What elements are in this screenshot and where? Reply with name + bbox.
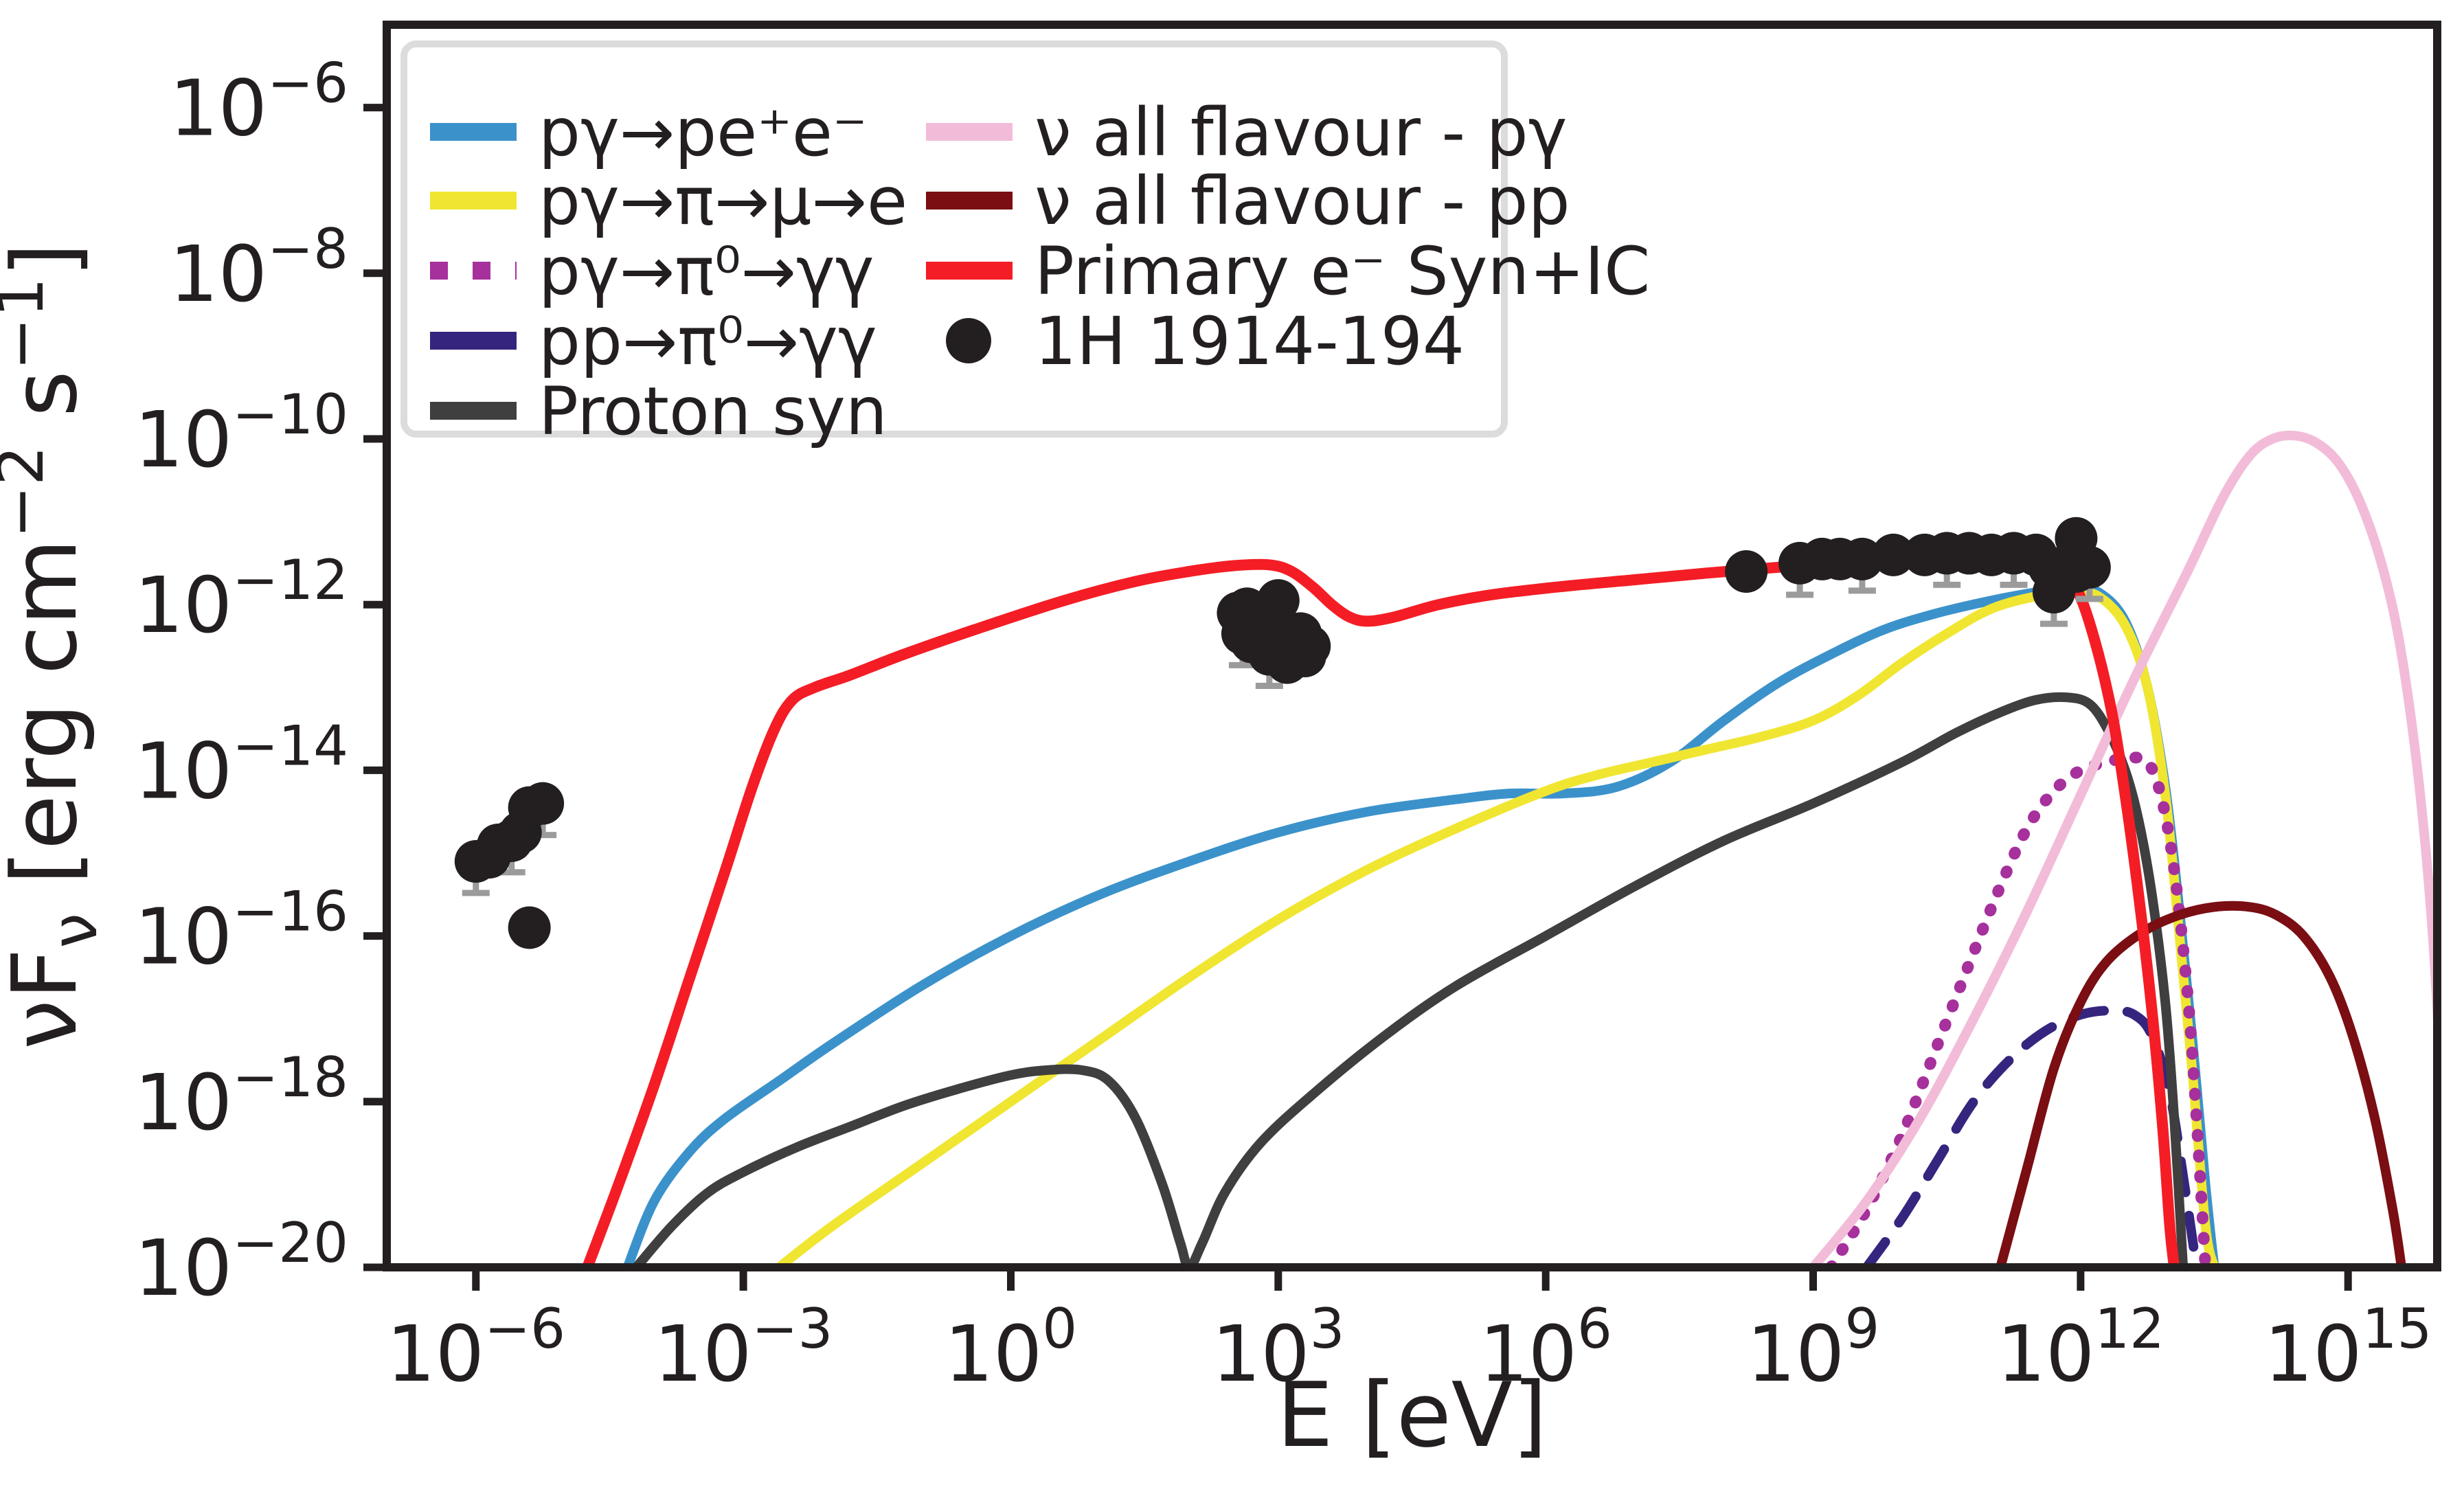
legend-label-4: Proton syn [539,373,888,450]
legend-item-0[interactable]: pγ→pe⁺e⁻ [430,94,868,171]
legend-label-0: pγ→pe⁺e⁻ [539,94,868,171]
ytick-exponent: −14 [232,714,348,778]
ytick-exponent: −20 [232,1211,348,1275]
legend-frame [400,41,1508,438]
y-axis-bracket: ] [0,242,97,278]
xtick-exponent: 3 [1310,1297,1345,1361]
data-point [1840,537,1884,580]
legend-label-6: ν all flavour - pp [1035,163,1570,240]
data-point [1221,612,1264,655]
legend-item-5[interactable]: ν all flavour - pγ [926,94,1567,171]
xtick-exponent: −6 [484,1297,565,1361]
data-point [1872,533,1915,576]
legend-marker-point [946,318,991,363]
legend-label-7: Primary e⁻ Syn+IC [1035,233,1650,310]
series-group [582,430,2437,1267]
ytick-exponent: −12 [232,548,348,612]
ytick-exponent: −10 [232,383,348,446]
legend-label-5: ν all flavour - pγ [1035,94,1567,171]
series-line-6 [1996,901,2407,1267]
xtick-exponent: 0 [1042,1297,1077,1361]
series-line-5 [1808,430,2437,1267]
xtick-exponent: 9 [1844,1297,1879,1361]
x-axis-title: E [eV] [1277,1363,1548,1467]
legend-label-8: 1H 1914-194 [1035,303,1465,380]
data-point [508,906,551,949]
y-axis-subscript: ν [38,913,111,948]
xtick-exponent: 15 [2362,1297,2432,1361]
series-line-1 [774,587,2219,1267]
axes-frame [383,21,2441,1271]
series-line-7 [582,547,2180,1267]
legend-item-6[interactable]: ν all flavour - pp [926,163,1570,240]
data-point [1725,550,1768,593]
legend-label-1: pγ→π→μ→e [539,163,907,240]
ytick-exponent: −16 [232,880,348,944]
legend-item-7[interactable]: Primary e⁻ Syn+IC [926,233,1650,310]
data-point [521,782,565,825]
legend-item-2[interactable]: pγ→π⁰→γγ [430,233,874,310]
xtick-label: 109 [1747,1297,1879,1399]
legend-item-1[interactable]: pγ→π→μ→e [430,163,907,240]
series-line-2 [1824,751,2212,1267]
xtick-label: 10−6 [387,1297,565,1399]
legend-item-8[interactable]: 1H 1914-194 [946,303,1465,380]
y-axis-unit2: s [0,370,97,445]
y-axis-title: νFν [erg cm−2 s−1] [0,242,111,1050]
y-axis-unit: [erg cm [0,539,97,913]
y-axis-exp1: −2 [0,445,58,539]
xtick-exponent: −3 [751,1297,833,1361]
legend-item-4[interactable]: Proton syn [430,373,888,450]
data-point [1256,579,1300,622]
legend-label-2: pγ→π⁰→γγ [539,233,874,310]
legend-label-3: pp→π⁰→γγ [539,303,877,380]
ticks-group: 10−6 10−3 100 103 106 109 1012 101510−610−810−1… [135,52,2432,1399]
xtick-exponent: 12 [2094,1297,2165,1361]
ytick-exponent: −8 [267,217,348,281]
ytick-exponent: −6 [267,52,348,115]
data-point [1283,634,1326,677]
data-point [2068,545,2111,589]
observed-data-group [454,517,2111,949]
legend-item-3[interactable]: pp→π⁰→γγ [430,303,877,380]
xtick-exponent: 6 [1577,1297,1612,1361]
y-axis-exp2: −1 [0,278,58,371]
ytick-exponent: −18 [232,1045,348,1109]
